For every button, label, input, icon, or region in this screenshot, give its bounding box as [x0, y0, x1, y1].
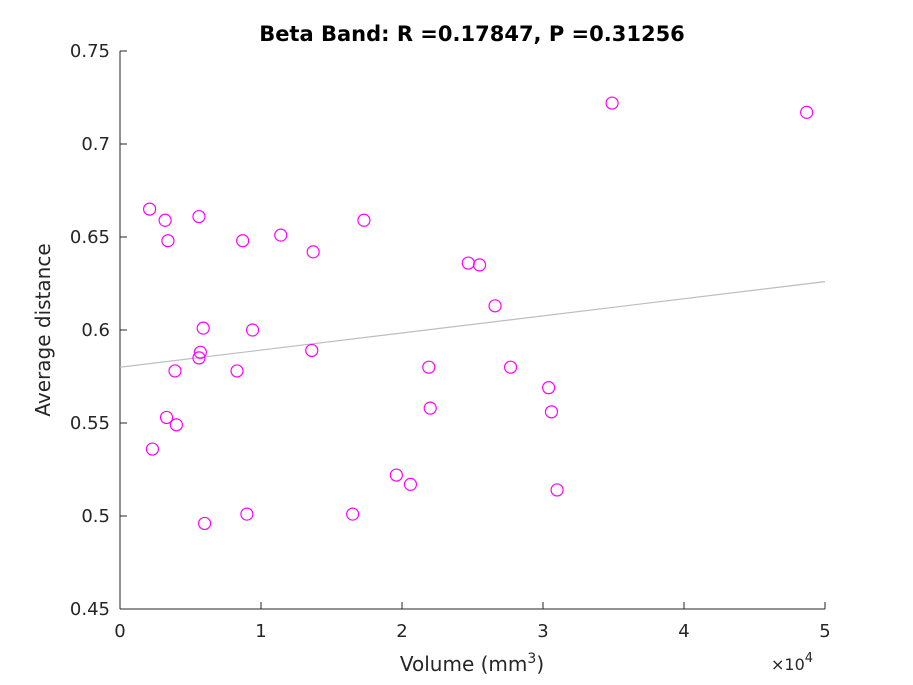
- x-exponent-power: 4: [805, 651, 813, 666]
- data-point: [196, 321, 210, 335]
- x-axis-label-sup: 3: [527, 651, 536, 667]
- chart-title: Beta Band: R =0.17847, P =0.31256: [259, 22, 685, 46]
- points-layer: [143, 96, 814, 531]
- data-point: [503, 360, 518, 374]
- data-point: [544, 405, 559, 419]
- x-tick-label: 3: [537, 621, 548, 642]
- x-tick-label: 1: [255, 621, 266, 642]
- x-axis-label-close: ): [536, 652, 544, 676]
- y-tick-label: 0.65: [70, 227, 110, 248]
- data-point: [145, 442, 160, 456]
- data-point: [161, 234, 175, 248]
- data-point: [605, 96, 619, 110]
- data-point: [159, 410, 174, 425]
- data-point: [192, 209, 206, 224]
- data-point: [198, 516, 212, 531]
- data-point: [472, 258, 487, 272]
- x-axis-label-text: Volume (mm: [400, 652, 528, 676]
- y-tick-label: 0.75: [70, 41, 110, 62]
- x-tick-label: 4: [678, 621, 689, 642]
- fit-line-layer: [119, 281, 826, 368]
- x-tick-label: 2: [396, 621, 407, 642]
- data-point: [423, 401, 437, 415]
- data-point: [236, 234, 250, 248]
- y-tick-label: 0.55: [70, 413, 110, 434]
- data-point: [143, 202, 157, 216]
- x-ticks: 0 1 2 3 4 5: [114, 602, 831, 642]
- y-tick-label: 0.5: [81, 506, 110, 527]
- data-point: [357, 213, 371, 227]
- regression-line: [119, 281, 826, 368]
- data-point: [193, 345, 207, 359]
- y-tick-label: 0.6: [81, 320, 110, 341]
- y-tick-label: 0.45: [70, 599, 110, 620]
- data-point: [461, 256, 475, 270]
- data-point: [306, 245, 320, 259]
- data-point: [422, 360, 436, 374]
- x-exponent-base: ×10: [771, 655, 805, 674]
- plot-area: 0 1 2 3 4 5 0.45 0.5 0.55 0.6 0.65 0.7 0.75: [70, 41, 831, 642]
- data-point: [168, 364, 182, 378]
- data-point: [245, 323, 260, 337]
- data-point: [542, 381, 556, 395]
- data-point: [230, 364, 244, 378]
- data-point: [240, 507, 254, 521]
- y-tick-label: 0.7: [81, 134, 110, 155]
- x-exponent-label: ×104: [771, 651, 813, 674]
- data-point: [800, 105, 814, 119]
- x-axis-label: Volume (mm3): [400, 651, 544, 676]
- data-point: [488, 299, 502, 313]
- y-axis-label: Average distance: [31, 243, 55, 416]
- data-point: [403, 477, 418, 491]
- data-point: [305, 343, 319, 358]
- data-point: [192, 351, 206, 365]
- data-point: [274, 228, 288, 242]
- data-point: [169, 418, 183, 432]
- data-point: [550, 483, 564, 497]
- data-point: [158, 213, 172, 227]
- x-tick-label: 0: [114, 621, 125, 642]
- x-tick-label: 5: [819, 621, 830, 642]
- data-point: [346, 507, 360, 521]
- data-point: [389, 468, 403, 482]
- y-ticks: 0.45 0.5 0.55 0.6 0.65 0.7 0.75: [70, 41, 127, 620]
